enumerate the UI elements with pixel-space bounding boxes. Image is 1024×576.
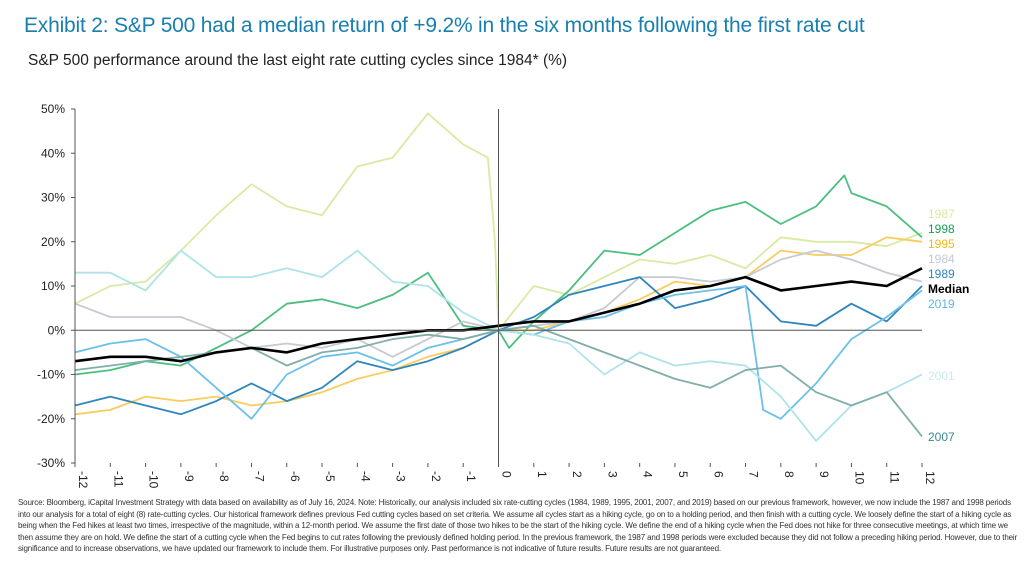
x-tick-label: -6 <box>288 471 302 482</box>
x-tick-label: -7 <box>252 471 266 482</box>
x-tick-label: -11 <box>111 471 125 488</box>
x-tick-label: 6 <box>711 471 725 478</box>
x-tick-label: -9 <box>182 471 196 482</box>
x-tick-label: -1 <box>464 471 478 482</box>
y-tick-label: 40% <box>41 146 65 160</box>
series-label-1989: 1989 <box>928 267 955 281</box>
x-tick-label: 1 <box>535 471 549 478</box>
source-footnote: Source: Bloomberg, iCapital Investment S… <box>18 498 1018 554</box>
x-tick-label: 8 <box>782 471 796 478</box>
series-label-1984: 1984 <box>928 252 955 266</box>
y-tick-label: -20% <box>37 412 65 426</box>
x-tick-label: -10 <box>147 471 161 489</box>
series-label-2007: 2007 <box>928 430 955 444</box>
series-label-1998: 1998 <box>928 222 955 236</box>
x-tick-label: 9 <box>817 471 831 478</box>
x-tick-label: 11 <box>888 471 902 484</box>
x-tick-label: -3 <box>394 471 408 482</box>
x-tick-label: 5 <box>676 471 690 478</box>
series-label-median: Median <box>928 282 969 296</box>
y-tick-label: 20% <box>41 235 65 249</box>
y-tick-label: 50% <box>41 102 65 116</box>
x-tick-label: 0 <box>500 471 514 478</box>
x-tick-label: 7 <box>747 471 761 478</box>
x-tick-label: -5 <box>323 471 337 482</box>
x-tick-label: -12 <box>76 471 90 489</box>
y-tick-label: 0% <box>48 323 66 337</box>
y-tick-label: -30% <box>37 456 65 470</box>
series-label-2019: 2019 <box>928 297 955 311</box>
series-label-1987: 1987 <box>928 207 955 221</box>
series-line-1998 <box>74 174 923 376</box>
chart-subtitle: S&P 500 performance around the last eigh… <box>28 52 568 69</box>
y-tick-label: -10% <box>37 368 65 382</box>
line-chart: 50%40%30%20%10%0%-10%-20%-30%-12 -11 -10 -9… <box>37 102 969 489</box>
series-line-1987 <box>74 112 923 332</box>
x-tick-label: 3 <box>605 471 619 478</box>
axes-layer: 50%40%30%20%10%0%-10%-20%-30%-12 -11 -10 -9… <box>37 102 937 489</box>
x-tick-label: 12 <box>923 471 937 485</box>
x-tick-label: 4 <box>641 471 655 478</box>
chart-title: Exhibit 2: S&P 500 had a median return o… <box>24 14 865 37</box>
y-tick-label: 10% <box>41 279 65 293</box>
x-tick-label: 10 <box>852 471 866 485</box>
y-tick-label: 30% <box>41 191 65 205</box>
series-label-2001: 2001 <box>928 369 955 383</box>
x-tick-label: -2 <box>429 471 443 482</box>
x-tick-label: 2 <box>570 471 584 478</box>
x-tick-label: -4 <box>358 471 372 482</box>
series-label-1995: 1995 <box>928 237 955 251</box>
x-tick-label: -8 <box>217 471 231 482</box>
